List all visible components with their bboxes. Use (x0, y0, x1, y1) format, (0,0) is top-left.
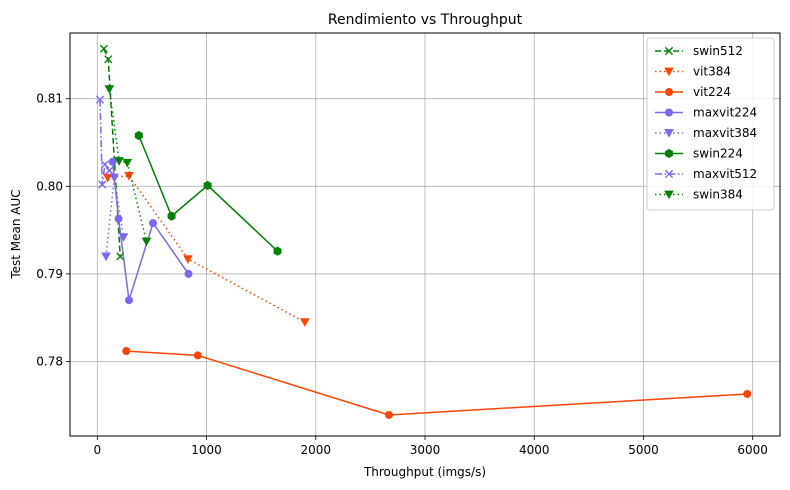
data-point (273, 246, 282, 256)
legend-marker (664, 129, 674, 138)
series-line-swin224 (138, 135, 279, 252)
legend-label: swin512 (693, 44, 743, 58)
y-axis-title: Test Mean AUC (9, 189, 23, 279)
data-point (100, 160, 110, 169)
y-tick-label: 0.79 (36, 267, 63, 281)
x-tick-label: 1000 (191, 443, 222, 457)
series-line-vit384 (107, 175, 306, 323)
data-point (300, 318, 310, 327)
data-point (114, 157, 124, 166)
data-point (101, 252, 111, 262)
legend: swin512 vit384 vit224 maxvit224 maxvit384 swi… (646, 37, 775, 211)
data-point (193, 351, 202, 360)
series-vit384 (102, 171, 310, 327)
y-tick-label: 0.80 (36, 179, 63, 193)
legend-label: vit384 (693, 65, 731, 79)
series-swin224 (134, 130, 282, 256)
data-point (99, 44, 108, 53)
data-point (124, 296, 133, 305)
legend-marker (664, 169, 674, 179)
legend-marker (664, 67, 674, 77)
data-point (184, 269, 193, 278)
legend-label: maxvit224 (693, 106, 757, 120)
legend-marker (664, 190, 674, 200)
legend-item-vit384: vit384 (655, 65, 731, 79)
legend-item-maxvit224: maxvit224 (655, 106, 757, 120)
data-point (183, 255, 193, 264)
data-point (102, 173, 113, 183)
chart-title: Rendimiento vs Throughput (328, 12, 523, 28)
data-point (203, 180, 212, 191)
series-maxvit224 (108, 157, 193, 305)
legend-item-swin224: swin224 (655, 147, 743, 161)
data-point (149, 219, 158, 228)
data-point (122, 347, 131, 356)
series-layer (95, 44, 752, 419)
data-point (104, 85, 115, 94)
legend-label: swin384 (693, 188, 743, 202)
data-point (95, 95, 105, 104)
legend-marker (665, 148, 673, 159)
x-axis: 0 1000 2000 3000 4000 5000 6000 (93, 436, 768, 457)
series-swin384 (104, 85, 152, 247)
series-maxvit384 (101, 173, 129, 262)
data-point (167, 211, 176, 221)
x-tick-label: 4000 (519, 443, 550, 457)
legend-marker (665, 88, 673, 96)
x-tick-label: 5000 (628, 443, 659, 457)
data-point (134, 130, 143, 141)
series-line-swin384 (108, 88, 148, 242)
legend-item-vit224: vit224 (655, 85, 731, 99)
data-point (98, 180, 107, 189)
legend-marker (664, 46, 674, 56)
data-point (105, 166, 114, 175)
data-point (108, 157, 117, 166)
data-point (384, 410, 393, 419)
series-vit224 (122, 347, 752, 419)
data-point (104, 55, 113, 64)
legend-label: vit224 (693, 85, 731, 99)
legend-label: maxvit512 (693, 167, 757, 181)
x-axis-title: Throughput (imgs/s) (363, 465, 486, 479)
legend-item-maxvit384: maxvit384 (655, 126, 757, 140)
data-point (124, 171, 134, 181)
data-point (118, 233, 129, 242)
series-line-vit224 (126, 350, 748, 416)
series-swin512 (99, 44, 125, 261)
x-tick-label: 6000 (737, 443, 768, 457)
legend-box (646, 37, 775, 211)
legend-label: swin224 (693, 147, 743, 161)
x-tick-label: 3000 (410, 443, 441, 457)
data-point (743, 389, 752, 398)
x-tick-label: 0 (93, 443, 101, 457)
series-maxvit512 (95, 95, 114, 189)
data-point (109, 173, 120, 183)
legend-label: maxvit384 (693, 126, 757, 140)
data-point (122, 158, 133, 168)
y-tick-label: 0.78 (36, 355, 63, 369)
legend-item-maxvit512: maxvit512 (655, 167, 757, 181)
legend-item-swin384: swin384 (655, 188, 743, 202)
legend-marker (665, 108, 673, 117)
x-tick-label: 2000 (300, 443, 331, 457)
data-point (141, 237, 152, 247)
y-axis: 0.78 0.79 0.80 0.81 (36, 92, 70, 369)
data-point (114, 214, 123, 223)
legend-item-swin512: swin512 (655, 44, 743, 58)
y-tick-label: 0.81 (36, 92, 63, 106)
